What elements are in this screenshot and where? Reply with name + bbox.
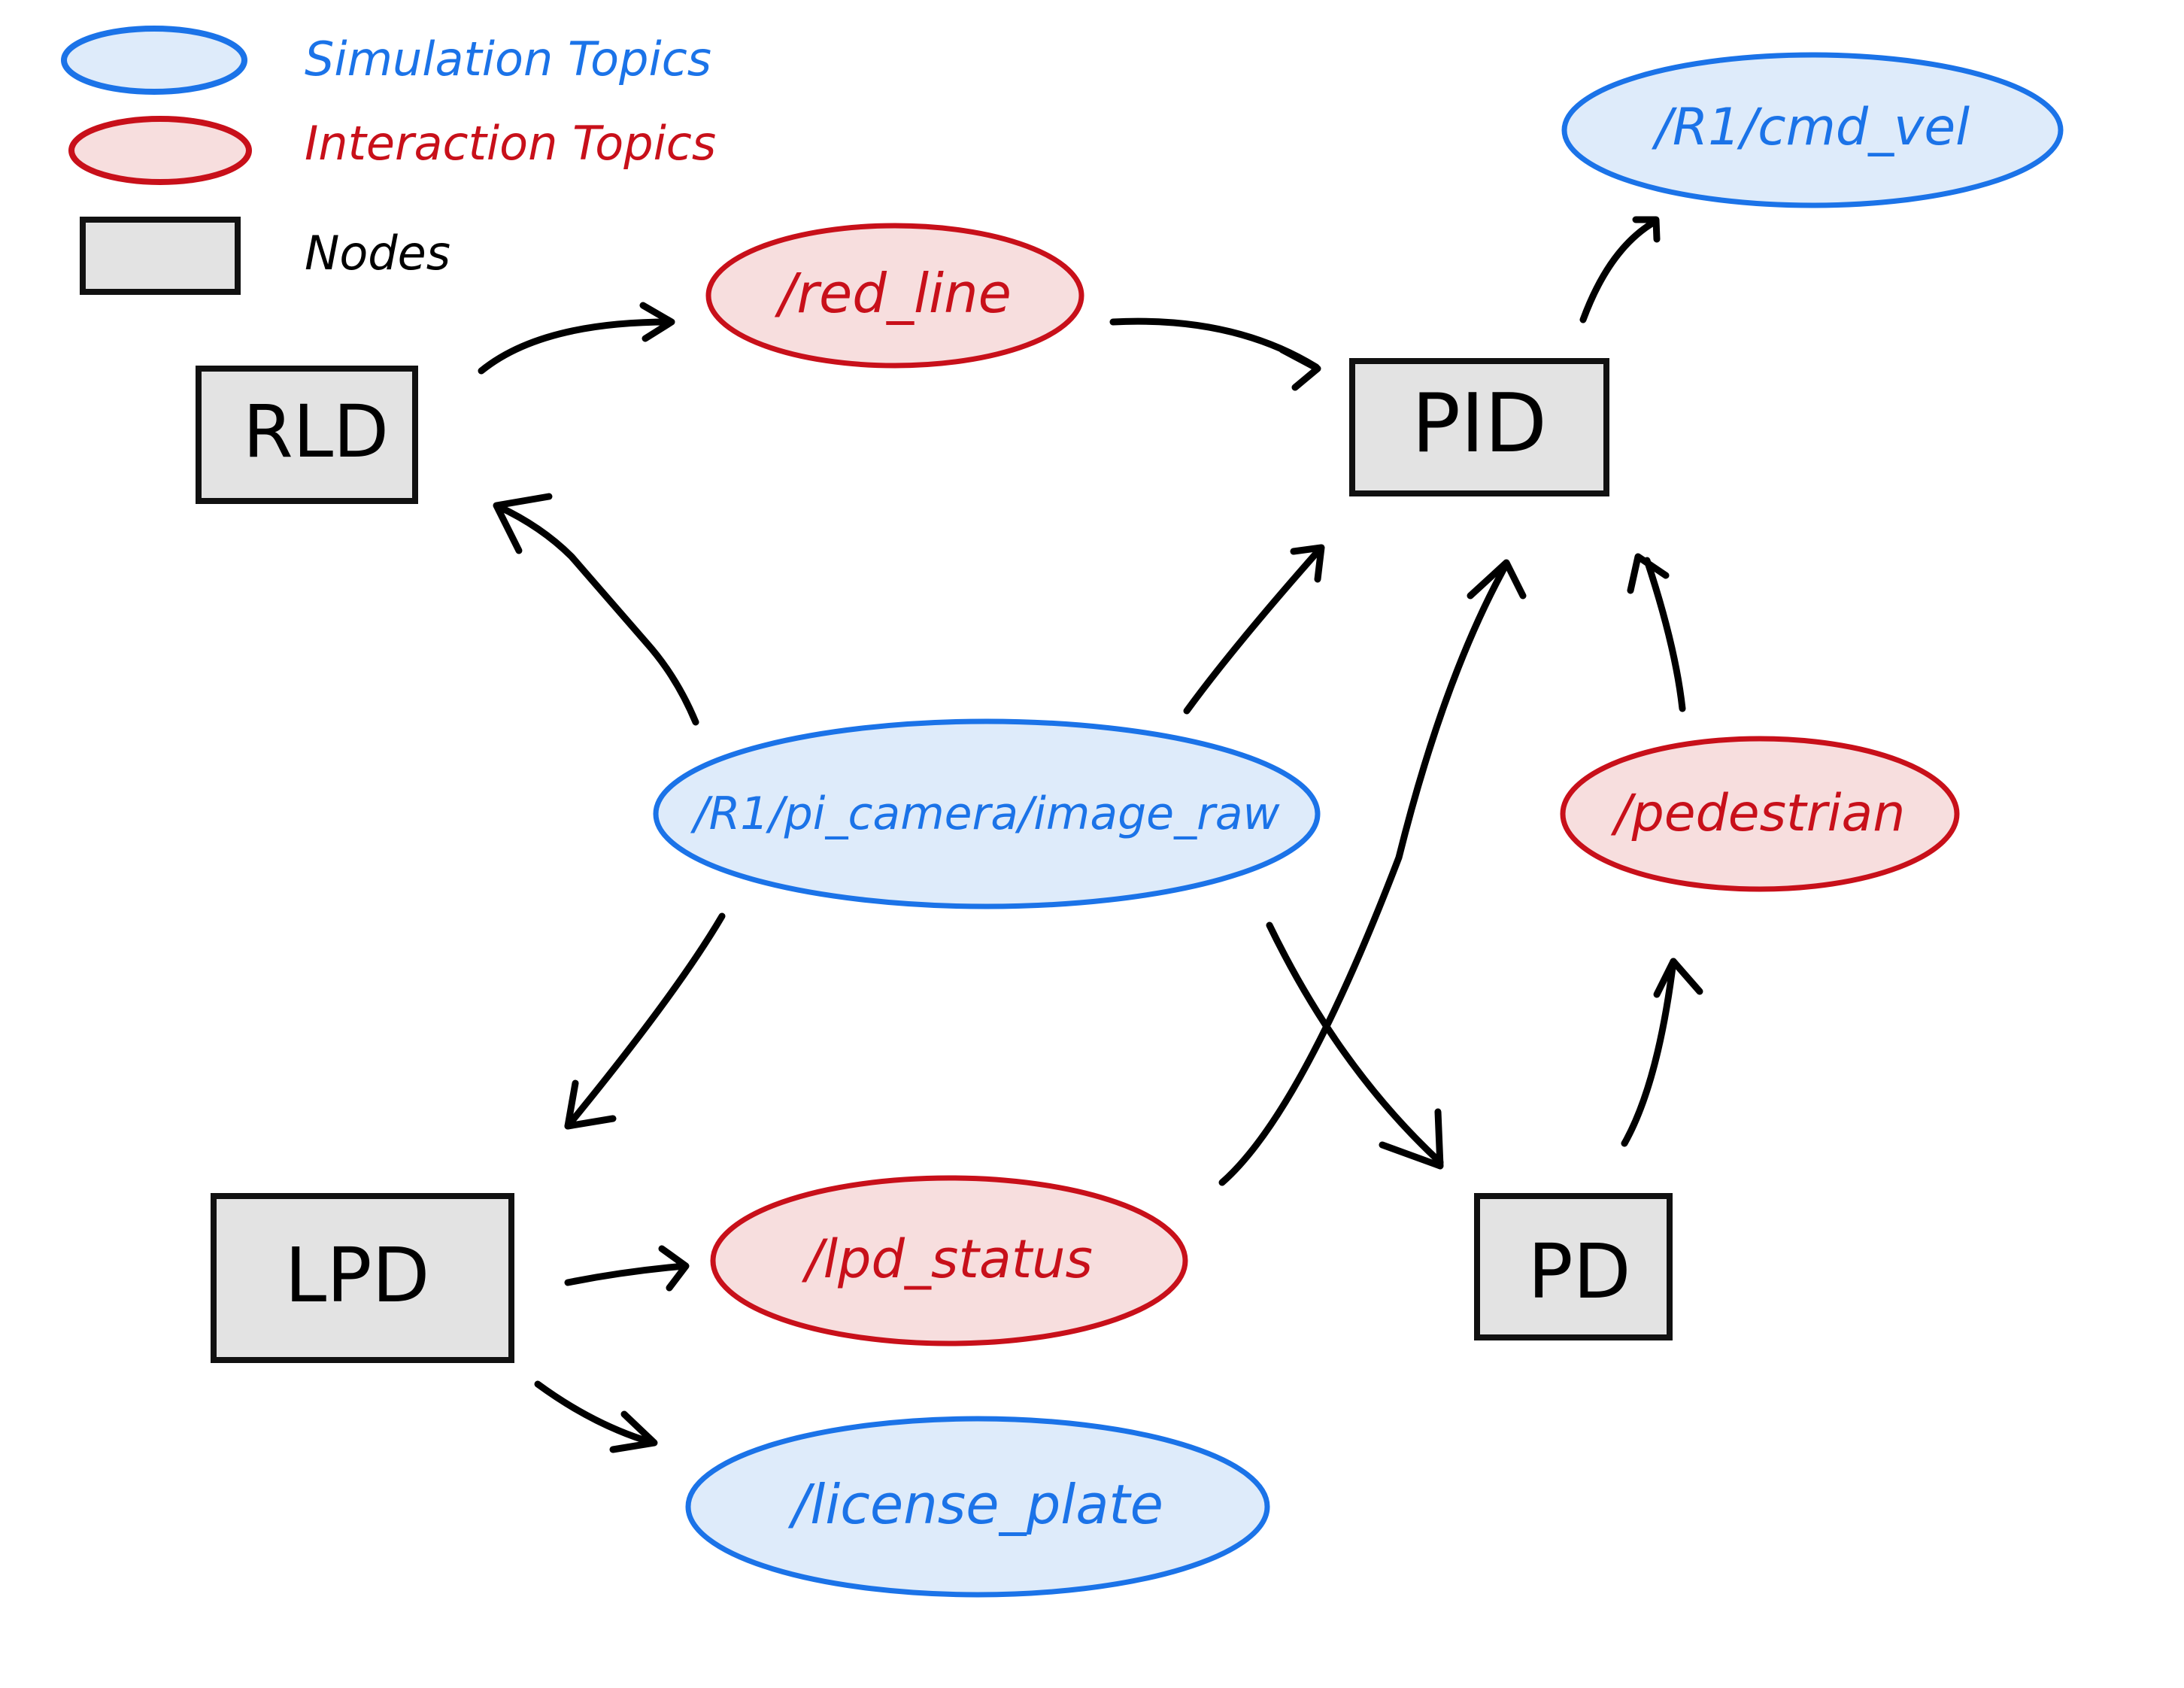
topic-cmd-vel-label: /R1/cmd_vel — [1652, 98, 1970, 157]
topic-pedestrian-ellipse — [1560, 736, 1960, 892]
node-pid-box — [1349, 358, 1609, 496]
arrow-pd-to-pedestrian — [1621, 958, 1703, 1147]
node-pid-label: PID — [1412, 377, 1547, 471]
arrow-lpd-to-license-plate — [534, 1380, 658, 1453]
node-pd: PD — [1474, 1193, 1673, 1340]
topic-lpd-status: /lpd_status — [710, 1175, 1188, 1346]
arrow-camera-to-pid — [1183, 544, 1325, 715]
arrow-red-line-to-pid — [1109, 317, 1321, 391]
topic-red-line-label: /red_line — [774, 262, 1012, 325]
legend-interaction-label: Interaction Topics — [305, 116, 716, 171]
arrow-camera-to-pd — [1266, 921, 1444, 1170]
arrow-rld-to-red-line — [478, 302, 675, 375]
arrow-pid-to-cmd-vel — [1579, 216, 1661, 323]
arrow-lpd-status-to-pid — [1218, 559, 1527, 1186]
topic-camera-label: /R1/pi_camera/image_raw — [690, 788, 1280, 840]
arrow-camera-to-rld — [493, 493, 699, 726]
arrow-camera-to-lpd — [564, 912, 726, 1130]
arrows — [478, 216, 1703, 1453]
node-rld-label: RLD — [243, 390, 389, 474]
node-lpd-box — [211, 1193, 514, 1363]
legend-interaction-swatch — [68, 116, 252, 185]
arrow-pedestrian-to-pid — [1627, 553, 1686, 712]
topic-license-plate-label: /license_plate — [787, 1473, 1163, 1536]
node-lpd: LPD — [211, 1193, 514, 1363]
node-lpd-label: LPD — [284, 1231, 429, 1319]
topic-red-line: /red_line — [705, 223, 1084, 369]
topic-pedestrian-label: /pedestrian — [1611, 784, 1906, 843]
legend-simulation-swatch — [61, 26, 247, 95]
topic-license-plate-ellipse — [685, 1416, 1270, 1598]
topic-cmd-vel-ellipse — [1561, 52, 2064, 208]
topic-license-plate: /license_plate — [685, 1416, 1270, 1598]
topic-lpd-status-label: /lpd_status — [801, 1228, 1093, 1290]
node-pd-label: PD — [1527, 1228, 1630, 1316]
topic-camera-ellipse — [653, 718, 1321, 909]
node-rld: RLD — [196, 366, 418, 504]
legend-simulation-label: Simulation Topics — [305, 32, 711, 87]
topic-red-line-ellipse — [705, 223, 1084, 369]
node-pd-box — [1474, 1193, 1673, 1340]
topic-pedestrian: /pedestrian — [1560, 736, 1960, 892]
node-rld-box — [196, 366, 418, 504]
topic-cmd-vel: /R1/cmd_vel — [1561, 52, 2064, 208]
arrow-lpd-to-lpd-status — [564, 1245, 690, 1292]
legend: Simulation Topics Interaction Topics Nod… — [61, 26, 716, 295]
topic-lpd-status-ellipse — [710, 1175, 1188, 1346]
legend-nodes-label: Nodes — [305, 226, 450, 281]
node-pid: PID — [1349, 358, 1609, 496]
topic-camera: /R1/pi_camera/image_raw — [653, 718, 1321, 909]
legend-node-swatch — [80, 217, 241, 295]
